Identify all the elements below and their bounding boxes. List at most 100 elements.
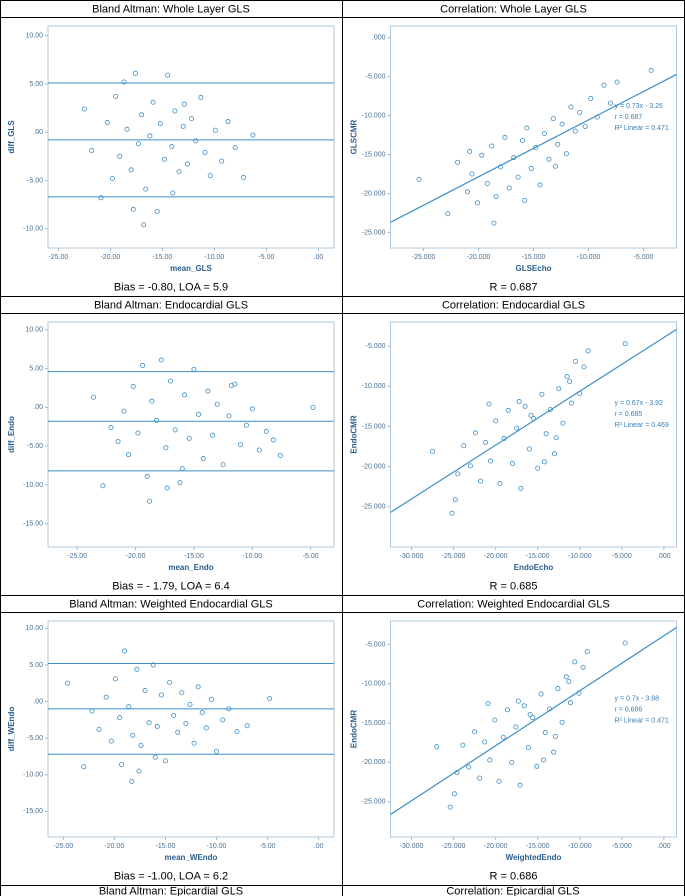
point: [648, 67, 654, 73]
point: [520, 138, 526, 144]
point: [469, 171, 475, 177]
point: [146, 720, 152, 726]
y-tick-label: -10.00: [23, 482, 43, 489]
point: [141, 222, 147, 228]
point: [434, 744, 440, 750]
point: [486, 401, 492, 407]
point: [496, 778, 502, 784]
point: [220, 462, 226, 468]
point: [534, 763, 540, 769]
point: [497, 481, 503, 487]
y-tick-label: .00: [33, 129, 43, 136]
point: [513, 724, 519, 730]
y-axis-title: EndoCMR: [350, 710, 359, 748]
point: [208, 696, 214, 702]
x-tick-label: -25.000: [442, 553, 466, 560]
annotation: R² Linear = 0.471: [615, 718, 669, 725]
cell-title: Correlation: Whole Layer GLS: [440, 3, 587, 15]
point: [112, 676, 118, 682]
point: [89, 148, 95, 154]
point: [452, 497, 458, 503]
x-tick-label: .00: [314, 843, 324, 850]
x-tick-label: -20.000: [467, 254, 491, 261]
y-tick-label: -10.00: [23, 772, 43, 779]
point: [226, 706, 232, 712]
point: [158, 357, 164, 363]
point: [493, 418, 499, 424]
y-tick-label: -15.00: [23, 521, 43, 528]
point: [250, 132, 256, 138]
point: [244, 723, 250, 729]
point: [207, 173, 213, 179]
caption: Bias = -1.00, LOA = 6.2: [114, 870, 228, 882]
point: [100, 483, 106, 489]
y-tick-label: 5.00: [29, 662, 43, 669]
point: [96, 726, 102, 732]
point: [170, 190, 176, 196]
point: [154, 418, 160, 424]
point: [140, 362, 146, 368]
y-tick-label: -15.000: [362, 151, 386, 158]
point: [132, 70, 138, 76]
point: [526, 446, 532, 452]
point: [553, 435, 559, 441]
point: [130, 732, 136, 738]
point: [454, 770, 460, 776]
x-tick-label: -5.000: [612, 553, 632, 560]
y-axis-title: EndoCMR: [350, 415, 359, 453]
point: [553, 163, 559, 169]
point: [581, 364, 587, 370]
point: [108, 425, 114, 431]
point: [461, 443, 467, 449]
point: [564, 151, 570, 157]
point: [214, 401, 220, 407]
point: [572, 659, 578, 665]
point: [104, 120, 110, 126]
cell-title: Correlation: Epicardial GLS: [446, 885, 579, 896]
point: [504, 707, 510, 713]
point: [214, 748, 220, 754]
point: [566, 678, 572, 684]
x-axis-title: mean_WEndo: [165, 853, 218, 862]
point: [122, 648, 128, 654]
point: [551, 749, 557, 755]
cell-title: Bland Altman: Endocardial GLS: [94, 299, 248, 311]
y-axis-title: GLSCMR: [350, 119, 359, 154]
point: [199, 710, 205, 716]
point: [256, 447, 262, 453]
point: [121, 79, 127, 85]
x-tick-label: -15.00: [152, 254, 172, 261]
point: [560, 420, 566, 426]
x-tick-label: -20.000: [484, 843, 508, 850]
point: [527, 711, 533, 717]
point: [608, 100, 614, 106]
point: [533, 145, 539, 151]
point: [182, 392, 188, 398]
x-tick-label: -20.000: [484, 553, 508, 560]
point: [542, 730, 548, 736]
annotation: r = 0.685: [615, 411, 643, 418]
x-tick-label: -15.000: [522, 254, 546, 261]
point: [479, 152, 485, 158]
point: [542, 130, 548, 136]
point: [189, 116, 195, 122]
point: [577, 391, 583, 397]
x-tick-label: -5.00: [260, 843, 276, 850]
x-axis-title: mean_Endo: [168, 563, 213, 572]
annotation: y = 0.7x - 3.88: [615, 696, 660, 703]
y-tick-label: -5.000: [366, 343, 386, 350]
point: [172, 427, 178, 433]
point: [143, 186, 149, 192]
x-tick-label: .00: [314, 254, 324, 261]
point: [171, 712, 177, 718]
point: [157, 120, 163, 126]
point: [212, 127, 218, 133]
point: [515, 174, 521, 180]
x-tick-label: -20.00: [126, 553, 146, 560]
caption: R = 0.685: [489, 580, 537, 592]
point: [130, 206, 136, 212]
point: [139, 112, 145, 118]
point: [158, 692, 164, 698]
y-tick-label: -5.00: [27, 443, 43, 450]
point: [180, 123, 186, 129]
